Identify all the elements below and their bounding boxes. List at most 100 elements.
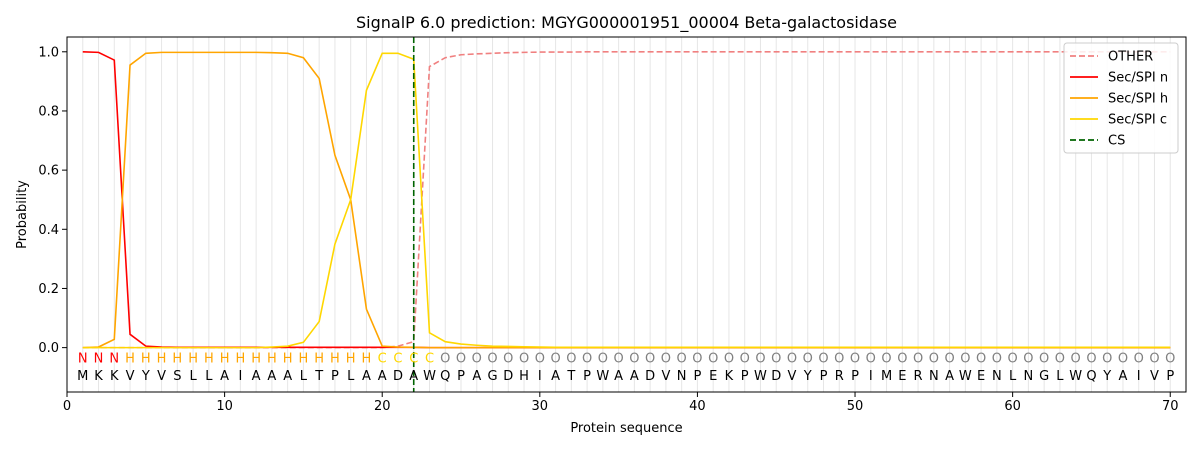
- region-label: O: [992, 351, 1002, 366]
- residue-label: V: [788, 369, 797, 384]
- residue-label: G: [487, 369, 497, 384]
- residue-label: P: [851, 369, 859, 384]
- residue-label: A: [283, 369, 292, 384]
- y-tick-label: 0.4: [38, 223, 59, 238]
- residue-label: M: [881, 369, 892, 384]
- region-label: O: [850, 351, 860, 366]
- legend-label: Sec/SPI h: [1108, 92, 1168, 107]
- region-label: O: [566, 351, 576, 366]
- y-tick-label: 0.2: [38, 282, 59, 297]
- residue-label: H: [519, 369, 529, 384]
- residue-label: R: [914, 369, 923, 384]
- residue-label: L: [347, 369, 355, 384]
- region-label: O: [550, 351, 560, 366]
- plot-frame: [66, 36, 1187, 393]
- region-label: O: [960, 351, 970, 366]
- residue-label: Y: [1102, 369, 1111, 384]
- region-label: O: [1039, 351, 1049, 366]
- residue-label: W: [754, 369, 767, 384]
- region-label: O: [677, 351, 687, 366]
- legend-label: CS: [1108, 134, 1125, 149]
- x-tick-label: 10: [216, 399, 233, 414]
- y-tick-label: 0.6: [38, 164, 59, 179]
- residue-label: A: [409, 369, 418, 384]
- x-tick-label: 0: [63, 399, 71, 414]
- y-tick-label: 0.0: [38, 341, 59, 356]
- region-label: O: [913, 351, 923, 366]
- region-label: O: [1023, 351, 1033, 366]
- region-label: C: [378, 351, 387, 366]
- residue-label: Q: [440, 369, 450, 384]
- residue-label: V: [1150, 369, 1159, 384]
- region-label: O: [818, 351, 828, 366]
- region-label: O: [1134, 351, 1144, 366]
- residue-label: W: [423, 369, 436, 384]
- series-lines: [82, 37, 1171, 392]
- region-label: O: [866, 351, 876, 366]
- y-tick-label: 0.8: [38, 104, 59, 119]
- residue-label: V: [126, 369, 135, 384]
- residue-label: L: [1009, 369, 1017, 384]
- residue-label: A: [252, 369, 261, 384]
- axes: 0 10 20 30 40 50 60 70 0.0 0.2 0.4 0.6 0.8 1.0: [38, 36, 1187, 414]
- residue-label: A: [551, 369, 560, 384]
- residue-label: A: [362, 369, 371, 384]
- residue-label: N: [992, 369, 1002, 384]
- residue-label: P: [331, 369, 339, 384]
- region-label: O: [661, 351, 671, 366]
- sequence-labels: NMNKNKHVHYHVHSHLHLHAHIHAHAHAHLHTHPHLHACA…: [77, 351, 1175, 384]
- residue-label: E: [977, 369, 985, 384]
- residue-label: A: [472, 369, 481, 384]
- residue-label: N: [929, 369, 939, 384]
- residue-label: A: [614, 369, 623, 384]
- region-label: O: [1008, 351, 1018, 366]
- residue-label: A: [378, 369, 387, 384]
- residue-label: M: [77, 369, 88, 384]
- region-label: H: [267, 351, 277, 366]
- region-label: O: [724, 351, 734, 366]
- residue-label: L: [189, 369, 197, 384]
- region-label: H: [220, 351, 230, 366]
- residue-label: I: [238, 369, 242, 384]
- region-label: C: [409, 351, 418, 366]
- region-label: H: [172, 351, 182, 366]
- region-label: C: [393, 351, 402, 366]
- residue-label: L: [1056, 369, 1064, 384]
- chart-title: SignalP 6.0 prediction: MGYG000001951_00…: [356, 13, 897, 33]
- residue-label: E: [709, 369, 717, 384]
- residue-label: D: [393, 369, 403, 384]
- region-label: O: [598, 351, 608, 366]
- residue-label: V: [661, 369, 670, 384]
- residue-label: A: [945, 369, 954, 384]
- x-axis-label: Protein sequence: [570, 421, 682, 436]
- grid-lines: [82, 37, 1171, 392]
- residue-label: P: [457, 369, 465, 384]
- region-label: N: [94, 351, 104, 366]
- residue-label: E: [898, 369, 906, 384]
- region-label: O: [1055, 351, 1065, 366]
- region-label: H: [188, 351, 198, 366]
- region-label: O: [1086, 351, 1096, 366]
- x-tick-label: 20: [374, 399, 391, 414]
- region-label: H: [251, 351, 261, 366]
- region-label: O: [629, 351, 639, 366]
- legend-box: [1063, 42, 1179, 154]
- series-line-other: [82, 50, 1171, 349]
- region-label: H: [157, 351, 167, 366]
- residue-label: L: [205, 369, 213, 384]
- region-label: O: [472, 351, 482, 366]
- x-tick-label: 30: [532, 399, 549, 414]
- residue-label: A: [267, 369, 276, 384]
- residue-label: A: [220, 369, 229, 384]
- region-label: O: [787, 351, 797, 366]
- region-label: O: [708, 351, 718, 366]
- region-label: O: [976, 351, 986, 366]
- residue-label: D: [645, 369, 655, 384]
- region-label: O: [614, 351, 624, 366]
- region-label: O: [519, 351, 529, 366]
- x-tick-label: 50: [847, 399, 864, 414]
- residue-label: K: [725, 369, 734, 384]
- residue-label: I: [869, 369, 873, 384]
- series-line-sec-spi-n: [82, 50, 1171, 349]
